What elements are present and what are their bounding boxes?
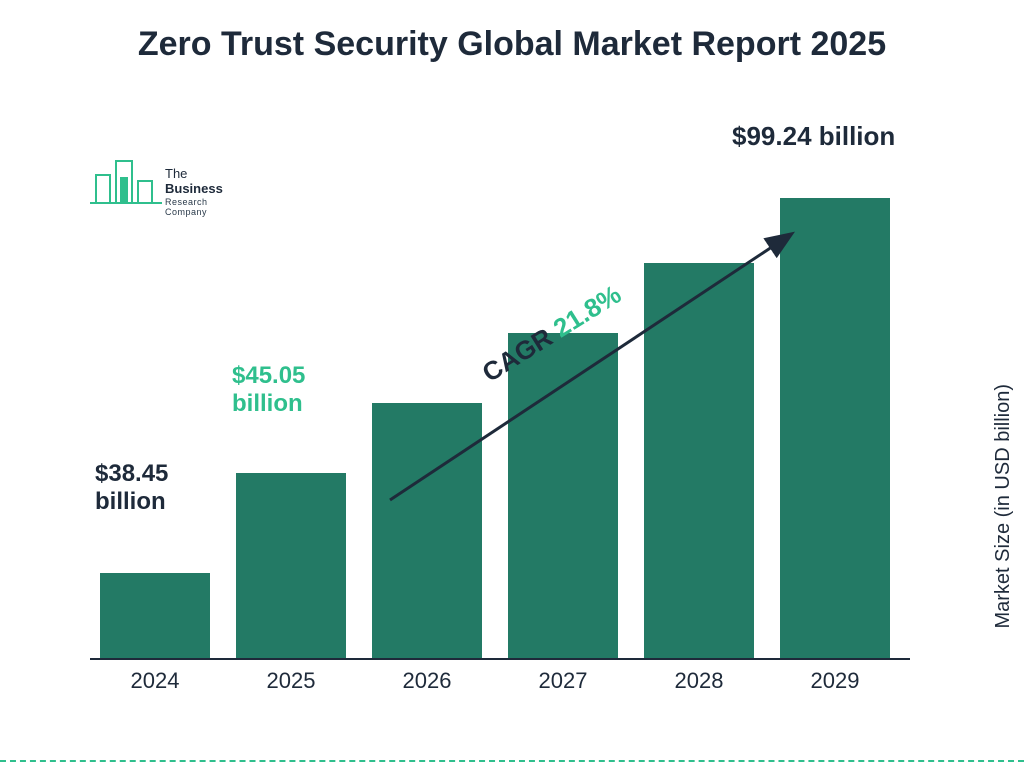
chart-area: 2024 2025 2026 2027 2028 2029 $38.45billion $4…: [90, 140, 910, 700]
category-label: 2024: [100, 668, 210, 694]
value-label-2: $99.24 billion: [732, 122, 952, 152]
bars-row: [90, 178, 910, 658]
value-label-0: $38.45billion: [95, 460, 235, 515]
value-label-1: $45.05billion: [232, 362, 372, 417]
chart-title: Zero Trust Security Global Market Report…: [0, 24, 1024, 65]
bar-rect: [100, 573, 210, 658]
footer-dashed-rule: [0, 760, 1024, 762]
category-label: 2029: [780, 668, 890, 694]
bar-rect: [644, 263, 754, 658]
y-axis-label: Market Size (in USD billion): [993, 384, 1016, 629]
category-label: 2026: [372, 668, 482, 694]
category-label: 2025: [236, 668, 346, 694]
bar-rect: [508, 333, 618, 658]
bar-rect: [780, 198, 890, 658]
bar-rect: [372, 403, 482, 658]
chart-container: Zero Trust Security Global Market Report…: [0, 0, 1024, 768]
x-axis-baseline: [90, 658, 910, 660]
category-label: 2027: [508, 668, 618, 694]
category-label: 2028: [644, 668, 754, 694]
bar-rect: [236, 473, 346, 658]
